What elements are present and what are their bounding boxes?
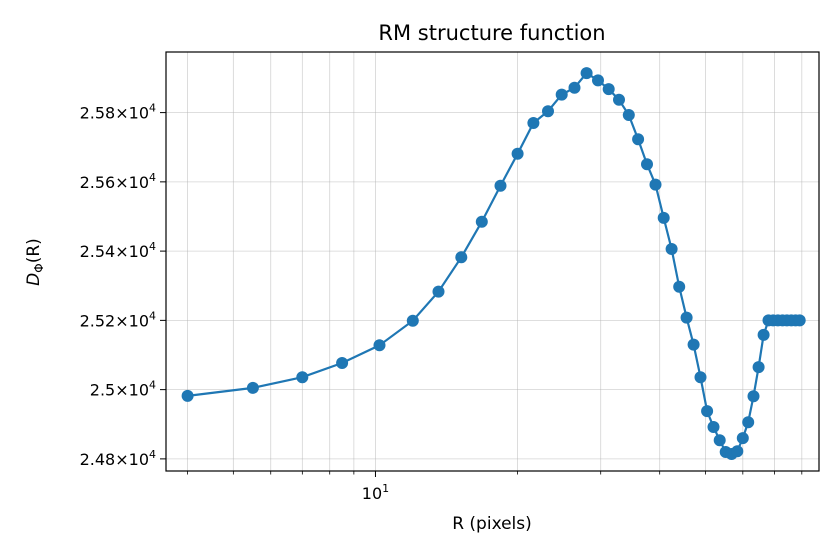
data-point: [680, 311, 693, 324]
data-point: [511, 147, 524, 160]
data-point: [455, 251, 468, 264]
y-tick-label: 2.52×104: [80, 309, 156, 330]
data-point: [622, 109, 635, 121]
data-point: [752, 361, 765, 374]
data-point: [701, 405, 714, 418]
data-point: [602, 83, 615, 96]
grid-lines: [166, 52, 819, 471]
data-point: [665, 243, 678, 255]
data-point: [181, 389, 194, 402]
data-point: [542, 105, 554, 118]
data-point: [632, 133, 645, 146]
data-point: [613, 93, 625, 106]
chart-title: RM structure function: [378, 21, 605, 45]
data-point: [527, 117, 540, 129]
data-point: [731, 445, 744, 458]
data-point: [406, 314, 419, 327]
data-point: [694, 371, 707, 384]
data-point: [641, 158, 653, 171]
axis-ticks: 101 2.48×104 2.5×104 2.52×104 2.54×104 2.56×1…: [80, 102, 803, 503]
y-tick-label: 2.48×104: [80, 448, 156, 469]
data-point: [673, 280, 686, 293]
data-point: [475, 215, 488, 228]
data-point: [373, 339, 386, 352]
y-tick-label: 2.56×104: [80, 171, 156, 192]
y-axis-label: DΦ(R): [24, 238, 46, 286]
data-point: [246, 381, 259, 394]
data-point: [555, 88, 568, 101]
data-point: [432, 285, 445, 298]
data-point: [336, 357, 349, 369]
y-tick-label: 2.54×104: [80, 240, 156, 261]
series-line: [187, 71, 800, 456]
data-point: [742, 416, 755, 429]
y-tick-label: 2.58×104: [80, 102, 156, 123]
data-point: [687, 338, 700, 351]
data-point: [580, 67, 593, 80]
x-axis-label: R (pixels): [452, 514, 532, 534]
data-point: [296, 371, 309, 384]
data-point: [494, 179, 507, 192]
data-point: [793, 314, 806, 327]
data-point: [736, 432, 749, 445]
data-point: [707, 421, 720, 433]
data-point: [592, 74, 604, 87]
data-point: [657, 211, 670, 224]
plot-frame: [165, 51, 820, 472]
data-point: [747, 390, 760, 403]
y-tick-label: 2.5×104: [90, 379, 156, 400]
data-point: [649, 178, 662, 191]
data-point: [568, 81, 581, 94]
data-point: [713, 434, 726, 447]
data-series: [181, 67, 806, 460]
data-point: [757, 328, 770, 341]
x-tick-label: 101: [362, 482, 389, 503]
